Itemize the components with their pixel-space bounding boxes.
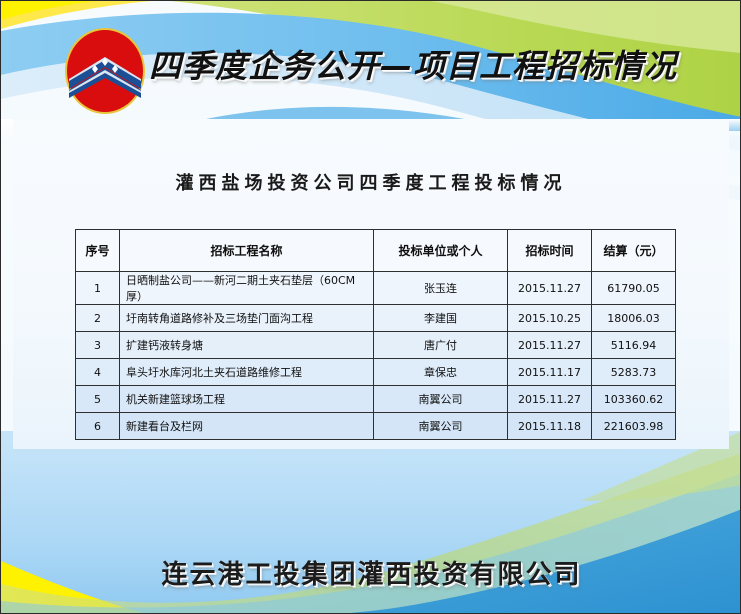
bid-table: 序号 招标工程名称 投标单位或个人 招标时间 结算（元） 1 日晒制盐公司——新…: [75, 229, 676, 440]
footer-company-name: 连云港工投集团灌西投资有限公司: [161, 560, 582, 590]
content-sheet: 灌西盐场投资公司四季度工程投标情况 序号 招标工程名称 投标单位或个人 招标时间…: [13, 119, 729, 449]
company-emblem-icon: [65, 28, 145, 114]
cell-bidder: 张玉连: [373, 271, 508, 305]
cell-date: 2015.11.27: [507, 271, 592, 305]
cell-project: 日晒制盐公司——新河二期土夹石垫层（60CM厚）: [119, 271, 374, 305]
cell-project: 机关新建篮球场工程: [119, 385, 374, 413]
cell-amount: 221603.98: [591, 412, 676, 440]
bid-table-container: 序号 招标工程名称 投标单位或个人 招标时间 结算（元） 1 日晒制盐公司——新…: [75, 229, 676, 440]
table-row: 5 机关新建篮球场工程 南翼公司 2015.11.27 103360.62: [75, 385, 676, 413]
table-row: 3 扩建钙液转身塘 唐广付 2015.11.27 5116.94: [75, 331, 676, 359]
cell-amount: 103360.62: [591, 385, 676, 413]
cell-index: 5: [75, 385, 120, 413]
cell-date: 2015.11.17: [507, 358, 592, 386]
cell-bidder: 南翼公司: [373, 412, 508, 440]
cell-project: 阜头圩水库河北土夹石道路维修工程: [119, 358, 374, 386]
cell-amount: 18006.03: [591, 304, 676, 332]
cell-project: 新建看台及栏网: [119, 412, 374, 440]
column-header-project: 招标工程名称: [119, 229, 374, 272]
bid-table-body: 1 日晒制盐公司——新河二期土夹石垫层（60CM厚） 张玉连 2015.11.2…: [75, 271, 676, 440]
table-row: 4 阜头圩水库河北土夹石道路维修工程 章保忠 2015.11.17 5283.7…: [75, 358, 676, 386]
column-header-index: 序号: [75, 229, 120, 272]
cell-index: 4: [75, 358, 120, 386]
table-row: 6 新建看台及栏网 南翼公司 2015.11.18 221603.98: [75, 412, 676, 440]
cell-index: 2: [75, 304, 120, 332]
cell-index: 3: [75, 331, 120, 359]
cell-amount: 61790.05: [591, 271, 676, 305]
cell-amount: 5116.94: [591, 331, 676, 359]
cell-index: 6: [75, 412, 120, 440]
cell-date: 2015.11.27: [507, 331, 592, 359]
cell-bidder: 南翼公司: [373, 385, 508, 413]
column-header-amount: 结算（元）: [591, 229, 676, 272]
table-row: 1 日晒制盐公司——新河二期土夹石垫层（60CM厚） 张玉连 2015.11.2…: [75, 271, 676, 305]
cell-bidder: 唐广付: [373, 331, 508, 359]
cell-project: 扩建钙液转身塘: [119, 331, 374, 359]
column-header-date: 招标时间: [507, 229, 592, 272]
banner-title: 四季度企务公开—项目工程招标情况: [149, 47, 678, 85]
bid-table-head: 序号 招标工程名称 投标单位或个人 招标时间 结算（元）: [75, 229, 676, 272]
cell-date: 2015.11.18: [507, 412, 592, 440]
cell-project: 圩南转角道路修补及三场垫门面沟工程: [119, 304, 374, 332]
poster-header: 四季度企务公开—项目工程招标情况: [1, 1, 740, 133]
cell-amount: 5283.73: [591, 358, 676, 386]
document-title: 灌西盐场投资公司四季度工程投标情况: [175, 173, 567, 194]
table-row: 2 圩南转角道路修补及三场垫门面沟工程 李建国 2015.10.25 18006…: [75, 304, 676, 332]
table-header-row: 序号 招标工程名称 投标单位或个人 招标时间 结算（元）: [75, 229, 676, 272]
cell-date: 2015.10.25: [507, 304, 592, 332]
cell-date: 2015.11.27: [507, 385, 592, 413]
column-header-bidder: 投标单位或个人: [373, 229, 508, 272]
cell-index: 1: [75, 271, 120, 305]
cell-bidder: 章保忠: [373, 358, 508, 386]
cell-bidder: 李建国: [373, 304, 508, 332]
